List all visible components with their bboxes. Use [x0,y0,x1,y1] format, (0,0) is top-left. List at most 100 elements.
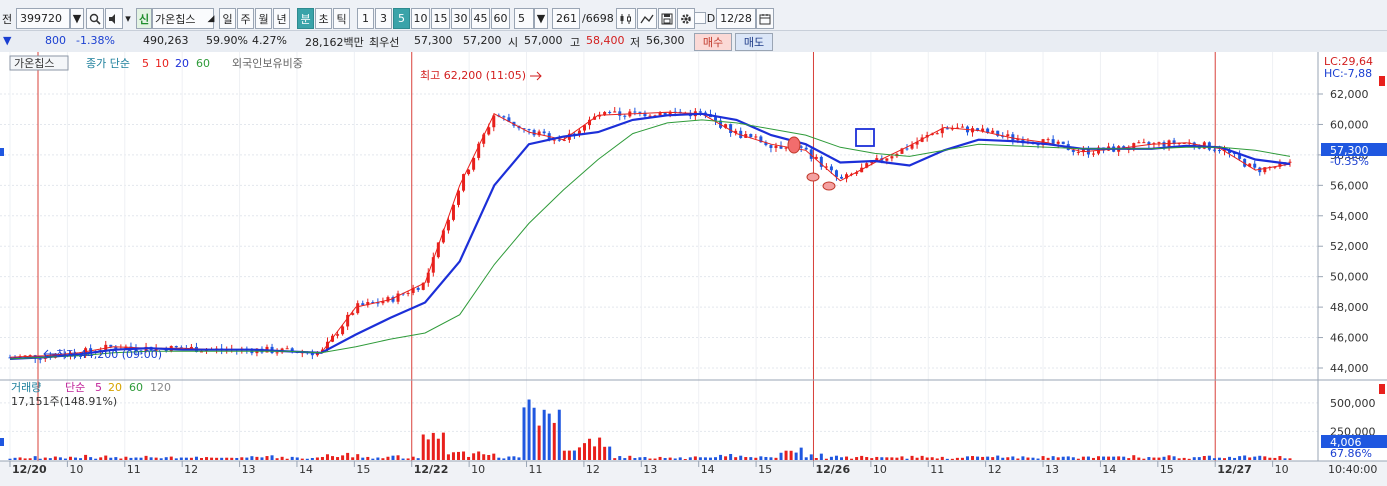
minute-45-button[interactable]: 45 [471,8,490,29]
volume-bar [250,456,254,460]
volume-bar [134,457,138,460]
interval-dropdown-icon[interactable]: ▼ [534,8,548,29]
candle [1071,150,1075,152]
period-year-button[interactable]: 년 [273,8,290,29]
candle [436,242,440,258]
period-day-button[interactable]: 일 [219,8,236,29]
volume-bar [436,438,440,460]
price-chart[interactable]: 가온칩스 종가 단순 5 10 20 60 외국인보유비중 LC:29,64 H… [0,52,1387,486]
volume-bar [1147,457,1151,460]
candle [890,156,894,159]
search-icon[interactable] [86,8,104,29]
save-icon[interactable] [658,8,676,29]
volume-bar [48,458,52,460]
volume-bar [850,458,854,460]
count-input[interactable]: 261 [552,8,580,29]
legend-stock-box[interactable] [9,55,69,71]
volume-bar [275,458,279,460]
candle [764,142,768,146]
ask-price: 57,300 [414,34,453,47]
buy-button[interactable]: 매수 [694,33,732,51]
line-style-icon[interactable] [637,8,657,29]
candle-style-icon[interactable] [616,8,636,29]
candle [426,272,430,283]
volume-bar [79,458,83,460]
volume-bar [396,455,400,460]
candle [1137,142,1141,144]
moving-average-lines [9,111,1291,360]
minute-3-button[interactable]: 3 [375,8,392,29]
speaker-dropdown-icon[interactable]: ▾ [125,12,131,25]
volume-bar [971,456,975,460]
volume-bar [441,432,445,460]
period-week-button[interactable]: 주 [237,8,254,29]
candle [809,149,813,159]
sell-button[interactable]: 매도 [735,33,773,51]
minute-10-button[interactable]: 10 [411,8,430,29]
date-checkbox[interactable] [694,12,706,24]
stock-name-field[interactable]: 가온칩스 [152,8,214,29]
volume-bar [950,458,954,460]
volume-bar [582,443,586,460]
price-tick-label: 60,000 [1330,118,1369,131]
candle [940,128,944,134]
volume-bar [38,458,42,460]
gear-icon[interactable] [677,8,695,29]
candle [381,301,385,304]
volume-bar [1127,458,1131,460]
volume-bar [1021,456,1025,460]
volume-bar [839,457,843,460]
minute-1-button[interactable]: 1 [357,8,374,29]
volume-bar [124,456,128,460]
candle [376,302,380,304]
period-tick-button[interactable]: 틱 [333,8,350,29]
time-tick-label: 15 [356,463,370,476]
volume-bar [1217,457,1221,460]
volume-bar [63,458,67,460]
interval-input[interactable]: 5 [514,8,534,29]
volume-bar [517,457,521,460]
volume-bar [1258,455,1262,460]
minute-15-button[interactable]: 15 [431,8,450,29]
volume-bar [1026,457,1030,460]
volume-bar [381,458,385,460]
candle [754,136,758,138]
candle [290,348,294,352]
volume-bar [955,457,959,460]
candle [114,346,118,349]
stock-code-input[interactable]: 399720 [16,8,70,29]
volume-bar [119,458,123,460]
stock-name-dropdown-icon[interactable]: ◢ [207,13,215,24]
period-minute-button[interactable]: 분 [297,8,314,29]
candle [638,111,642,113]
period-month-button[interactable]: 월 [255,8,272,29]
volume-bar [290,456,294,460]
last-volume-percent: 67.86% [1330,447,1372,460]
volume-bar [572,450,576,460]
date-input[interactable]: 12/28 [716,8,756,29]
volume-bar [502,458,506,460]
speaker-icon[interactable] [105,8,123,29]
volume-bar [512,456,516,460]
bid-price: 57,200 [463,34,502,47]
volume-bar [925,457,929,460]
volume-ma60: 60 [129,381,143,394]
volume-bar [1228,456,1232,460]
code-dropdown-icon[interactable]: ▼ [70,8,84,29]
volume-bar [43,457,47,460]
period-second-button[interactable]: 초 [315,8,332,29]
volume-bar [734,457,738,460]
hc-value: HC:-7,88 [1324,67,1372,80]
volume-bar [169,456,173,460]
candle [1061,141,1065,145]
volume-bar [1152,457,1156,460]
candle [633,111,637,113]
minute-30-button[interactable]: 30 [451,8,470,29]
candle [608,112,612,114]
volume-bar [653,458,657,460]
candle [467,169,471,175]
volume-bar [28,458,32,460]
calendar-icon[interactable] [756,8,774,29]
minute-60-button[interactable]: 60 [491,8,510,29]
minute-5-button[interactable]: 5 [393,8,410,29]
